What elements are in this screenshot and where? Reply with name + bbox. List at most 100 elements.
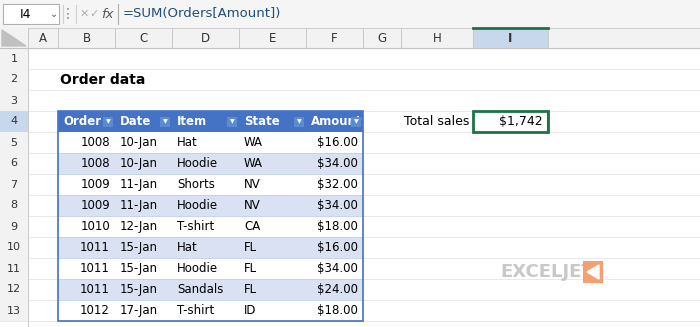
Bar — [58, 111, 363, 321]
Text: 11-Jan: 11-Jan — [120, 178, 158, 191]
Text: Sandals: Sandals — [177, 283, 223, 296]
Text: ✕: ✕ — [79, 9, 89, 19]
Bar — [0, 195, 28, 216]
Bar — [0, 111, 28, 132]
Text: 11-Jan: 11-Jan — [120, 199, 158, 212]
Text: =SUM(Orders[Amount]): =SUM(Orders[Amount]) — [123, 8, 281, 21]
Text: $1,742: $1,742 — [499, 115, 543, 128]
Text: 10-Jan: 10-Jan — [120, 157, 158, 170]
Text: 12: 12 — [7, 284, 21, 295]
Text: 9: 9 — [10, 221, 18, 232]
Bar — [0, 0, 700, 28]
Text: 1011: 1011 — [80, 262, 110, 275]
Text: EXCELJET: EXCELJET — [500, 263, 594, 281]
Text: C: C — [139, 31, 148, 44]
Text: 2: 2 — [10, 75, 18, 84]
Text: Order: Order — [63, 115, 101, 128]
Text: Order data: Order data — [60, 73, 146, 87]
Bar — [0, 153, 28, 174]
Bar — [0, 69, 28, 90]
Text: $34.00: $34.00 — [317, 157, 358, 170]
Bar — [0, 216, 28, 237]
Bar — [294, 116, 304, 127]
Text: Hoodie: Hoodie — [177, 157, 218, 170]
Polygon shape — [587, 265, 599, 279]
Text: $34.00: $34.00 — [317, 262, 358, 275]
Bar — [0, 279, 28, 300]
Text: ▼: ▼ — [230, 119, 235, 124]
Bar — [58, 279, 363, 300]
Bar — [58, 216, 363, 237]
Text: 1010: 1010 — [80, 220, 110, 233]
Text: FL: FL — [244, 241, 257, 254]
Bar — [0, 48, 28, 69]
Text: Hat: Hat — [177, 241, 197, 254]
Bar — [227, 116, 237, 127]
Bar — [351, 116, 361, 127]
Bar — [473, 28, 548, 48]
Text: B: B — [83, 31, 90, 44]
Bar — [0, 237, 28, 258]
Text: $16.00: $16.00 — [317, 136, 358, 149]
Text: $34.00: $34.00 — [317, 199, 358, 212]
Text: 11: 11 — [7, 264, 21, 273]
Text: 10-Jan: 10-Jan — [120, 136, 158, 149]
Text: A: A — [39, 31, 47, 44]
Text: fx: fx — [101, 8, 113, 21]
Text: 5: 5 — [10, 137, 18, 147]
Bar — [0, 174, 28, 195]
Text: ✓: ✓ — [90, 9, 99, 19]
Text: NV: NV — [244, 178, 260, 191]
Bar — [58, 258, 363, 279]
Text: Item: Item — [177, 115, 207, 128]
Bar — [103, 116, 113, 127]
Bar — [58, 300, 363, 321]
Text: 6: 6 — [10, 159, 18, 168]
Text: T-shirt: T-shirt — [177, 220, 214, 233]
Text: WA: WA — [244, 136, 263, 149]
Text: 8: 8 — [10, 200, 18, 211]
Text: 1012: 1012 — [80, 304, 110, 317]
Text: E: E — [269, 31, 276, 44]
Text: ▼: ▼ — [106, 119, 111, 124]
Bar — [0, 300, 28, 321]
Bar — [0, 28, 700, 48]
Text: H: H — [433, 31, 442, 44]
Text: F: F — [331, 31, 338, 44]
Text: I: I — [508, 31, 512, 44]
Text: 1008: 1008 — [80, 157, 110, 170]
Text: 1009: 1009 — [80, 199, 110, 212]
Bar — [473, 111, 548, 132]
Text: 1011: 1011 — [80, 241, 110, 254]
Text: FL: FL — [244, 283, 257, 296]
Bar — [0, 258, 28, 279]
Text: 17-Jan: 17-Jan — [120, 304, 158, 317]
Text: $32.00: $32.00 — [317, 178, 358, 191]
Text: T-shirt: T-shirt — [177, 304, 214, 317]
Text: 1008: 1008 — [80, 136, 110, 149]
Text: NV: NV — [244, 199, 260, 212]
Bar — [58, 195, 363, 216]
Text: ▼: ▼ — [162, 119, 167, 124]
Text: $18.00: $18.00 — [317, 304, 358, 317]
Text: ID: ID — [244, 304, 256, 317]
Text: Hoodie: Hoodie — [177, 199, 218, 212]
Text: CA: CA — [244, 220, 260, 233]
Text: Total sales: Total sales — [404, 115, 469, 128]
Bar — [3, 4, 59, 24]
Text: 1: 1 — [10, 54, 18, 63]
Text: ▼: ▼ — [354, 119, 358, 124]
Text: 4: 4 — [10, 116, 18, 127]
Bar — [58, 174, 363, 195]
Text: 10: 10 — [7, 243, 21, 252]
Bar — [0, 90, 28, 111]
Bar — [0, 28, 28, 48]
Text: ▼: ▼ — [297, 119, 302, 124]
Text: State: State — [244, 115, 280, 128]
Text: $18.00: $18.00 — [317, 220, 358, 233]
Text: FL: FL — [244, 262, 257, 275]
Text: 1009: 1009 — [80, 178, 110, 191]
Polygon shape — [2, 30, 26, 46]
Text: I4: I4 — [20, 8, 32, 21]
Text: ⌄: ⌄ — [50, 9, 58, 19]
